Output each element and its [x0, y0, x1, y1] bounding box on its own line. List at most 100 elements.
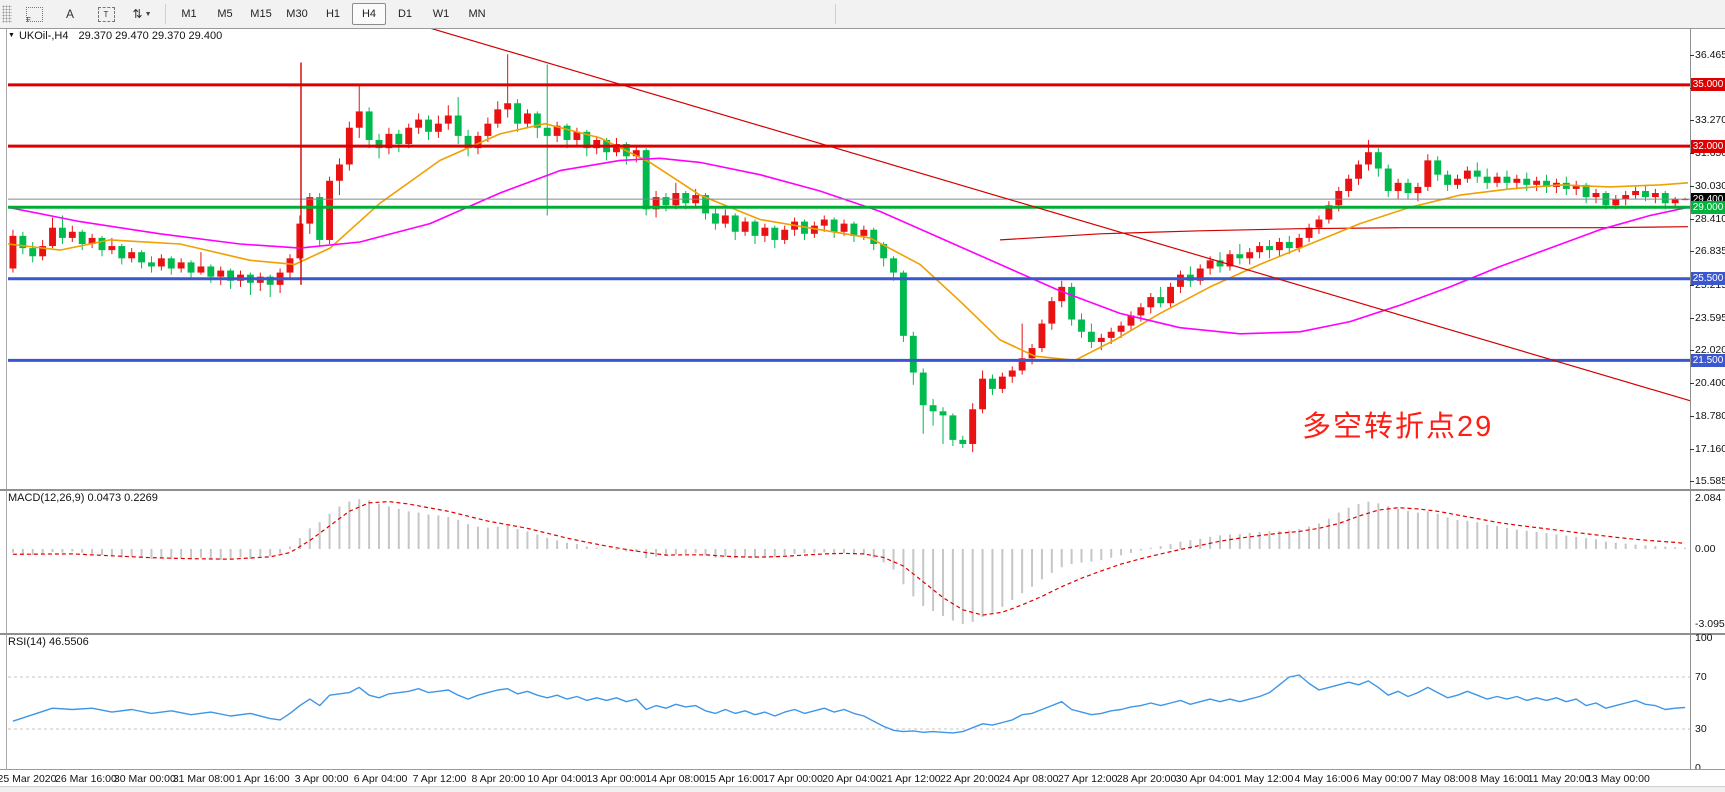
price-tick: [1690, 120, 1694, 122]
candle-body: [830, 219, 838, 232]
candle-body: [108, 246, 116, 251]
time-label: 28 Apr 20:00: [1116, 773, 1177, 785]
candle-body: [1078, 319, 1085, 332]
candle-body: [217, 270, 225, 277]
time-label: 8 Apr 20:00: [471, 773, 526, 785]
candle-body: [613, 144, 620, 153]
timeframe-H1[interactable]: H1: [325, 8, 341, 20]
macd-label: MACD(12,26,9) 0.0473 0.2269: [8, 492, 158, 504]
candle-body: [1463, 170, 1471, 179]
time-label: 11 May 20:00: [1527, 773, 1591, 785]
price-tick: [1690, 415, 1694, 417]
timeframe-M15[interactable]: M15: [250, 8, 272, 20]
candle-body: [1384, 168, 1392, 191]
candle-body: [1355, 164, 1362, 179]
candle-body: [563, 125, 571, 140]
candle-body: [810, 225, 818, 234]
candle-body: [157, 258, 165, 267]
candle-body: [731, 215, 739, 232]
timeframe-M1[interactable]: M1: [181, 8, 197, 20]
freeze-grid-icon: F: [25, 6, 43, 24]
candle-body: [148, 262, 155, 267]
candle-body: [840, 223, 848, 232]
time-label: 10 Apr 04:00: [527, 773, 588, 785]
candle-body: [1424, 160, 1432, 187]
candle-body: [1058, 286, 1066, 302]
price-tick-label: 26.835: [1695, 245, 1725, 258]
candle-body: [1473, 170, 1481, 177]
candle-body: [286, 258, 294, 273]
candle-body: [1454, 178, 1461, 185]
rsi-tick-label: 0: [1695, 762, 1701, 774]
time-label: 6 May 00:00: [1353, 773, 1412, 785]
text-label-button[interactable]: T: [89, 3, 123, 25]
candle-body: [227, 270, 235, 281]
candle-body: [365, 111, 373, 140]
candle-body: [1127, 315, 1135, 326]
candle-body: [989, 378, 996, 389]
candle-body: [1087, 331, 1095, 342]
candle-body: [306, 197, 314, 224]
macd-pane[interactable]: MACD(12,26,9) 0.0473 0.2269 2.084 0.00 -3.…: [0, 489, 1725, 635]
toolbar-drag-handle[interactable]: [2, 5, 12, 23]
candle-body: [415, 119, 423, 128]
candle-body: [494, 109, 502, 124]
price-tick: [1690, 480, 1694, 482]
font-tool-button[interactable]: A: [53, 3, 87, 25]
time-label: 26 Mar 16:00: [54, 773, 117, 785]
candle-body: [1444, 174, 1452, 185]
candle-body: [1206, 260, 1214, 269]
candle-body: [1196, 268, 1204, 281]
rsi-pane[interactable]: RSI(14) 46.5506 100 70 30 0: [0, 632, 1725, 774]
candle-body: [860, 229, 868, 236]
time-axis[interactable]: 25 Mar 2020 26 Mar 16:00 30 Mar 00:00 31 Ma…: [0, 769, 1725, 787]
timeframe-M30[interactable]: M30: [286, 8, 308, 20]
time-label: 25 Mar 2020: [0, 773, 57, 785]
ma-magenta-line: [7, 157, 1689, 335]
candle-body: [1038, 323, 1046, 349]
candle-body: [1028, 348, 1036, 359]
candle-body: [128, 252, 136, 259]
descending-trendline[interactable]: [424, 29, 1691, 402]
window-frame: [6, 29, 7, 490]
price-tick: [1690, 382, 1694, 384]
freeze-grid-button[interactable]: F: [17, 3, 51, 25]
candle-body: [543, 127, 551, 136]
candle-body: [979, 378, 987, 410]
timeframe-W1[interactable]: W1: [432, 8, 450, 20]
timeframe-H4[interactable]: H4: [352, 3, 386, 25]
timeframe-M5[interactable]: M5: [217, 8, 233, 20]
price-level-badge-35.000: 35.000: [1691, 78, 1725, 92]
arrows-tool-button[interactable]: ⇅ ▼: [125, 3, 159, 25]
price-level-badge-29.000: 29.000: [1691, 200, 1725, 214]
candle-body: [1275, 241, 1283, 251]
candle-body: [751, 221, 759, 236]
price-tick-label: 18.780: [1695, 409, 1725, 422]
timeframe-MN[interactable]: MN: [468, 8, 486, 20]
candle-body: [523, 113, 531, 124]
time-label: 30 Apr 04:00: [1175, 773, 1236, 785]
candle-body: [1543, 180, 1550, 187]
candle-body: [19, 235, 27, 249]
candle-body: [395, 133, 403, 145]
candle-body: [1345, 178, 1353, 191]
timeframe-D1[interactable]: D1: [397, 8, 413, 20]
ohlc-values: 29.370 29.470 29.370 29.400: [78, 30, 223, 42]
candle-body: [909, 335, 917, 373]
main-chart-pane[interactable]: ▼ UKOil-,H4 29.370 29.470 29.370 29.400 多空…: [0, 28, 1725, 490]
candle-body: [177, 262, 185, 269]
candle-body: [1414, 186, 1422, 194]
candle-body: [1671, 199, 1679, 204]
candle-body: [1285, 241, 1293, 249]
candle-body: [1256, 246, 1264, 253]
macd-tick-label: 0.00: [1695, 543, 1716, 555]
candle-body: [1513, 178, 1521, 183]
candle-body: [583, 131, 591, 149]
candle-body: [1612, 199, 1620, 206]
price-tick-label: 17.160: [1695, 442, 1725, 455]
candle-body: [385, 133, 393, 149]
candle-body: [49, 227, 56, 247]
symbol-period: UKOil-,H4: [18, 30, 69, 42]
chart-title: ▼ UKOil-,H4 29.370 29.470 29.370 29.400: [8, 30, 222, 42]
